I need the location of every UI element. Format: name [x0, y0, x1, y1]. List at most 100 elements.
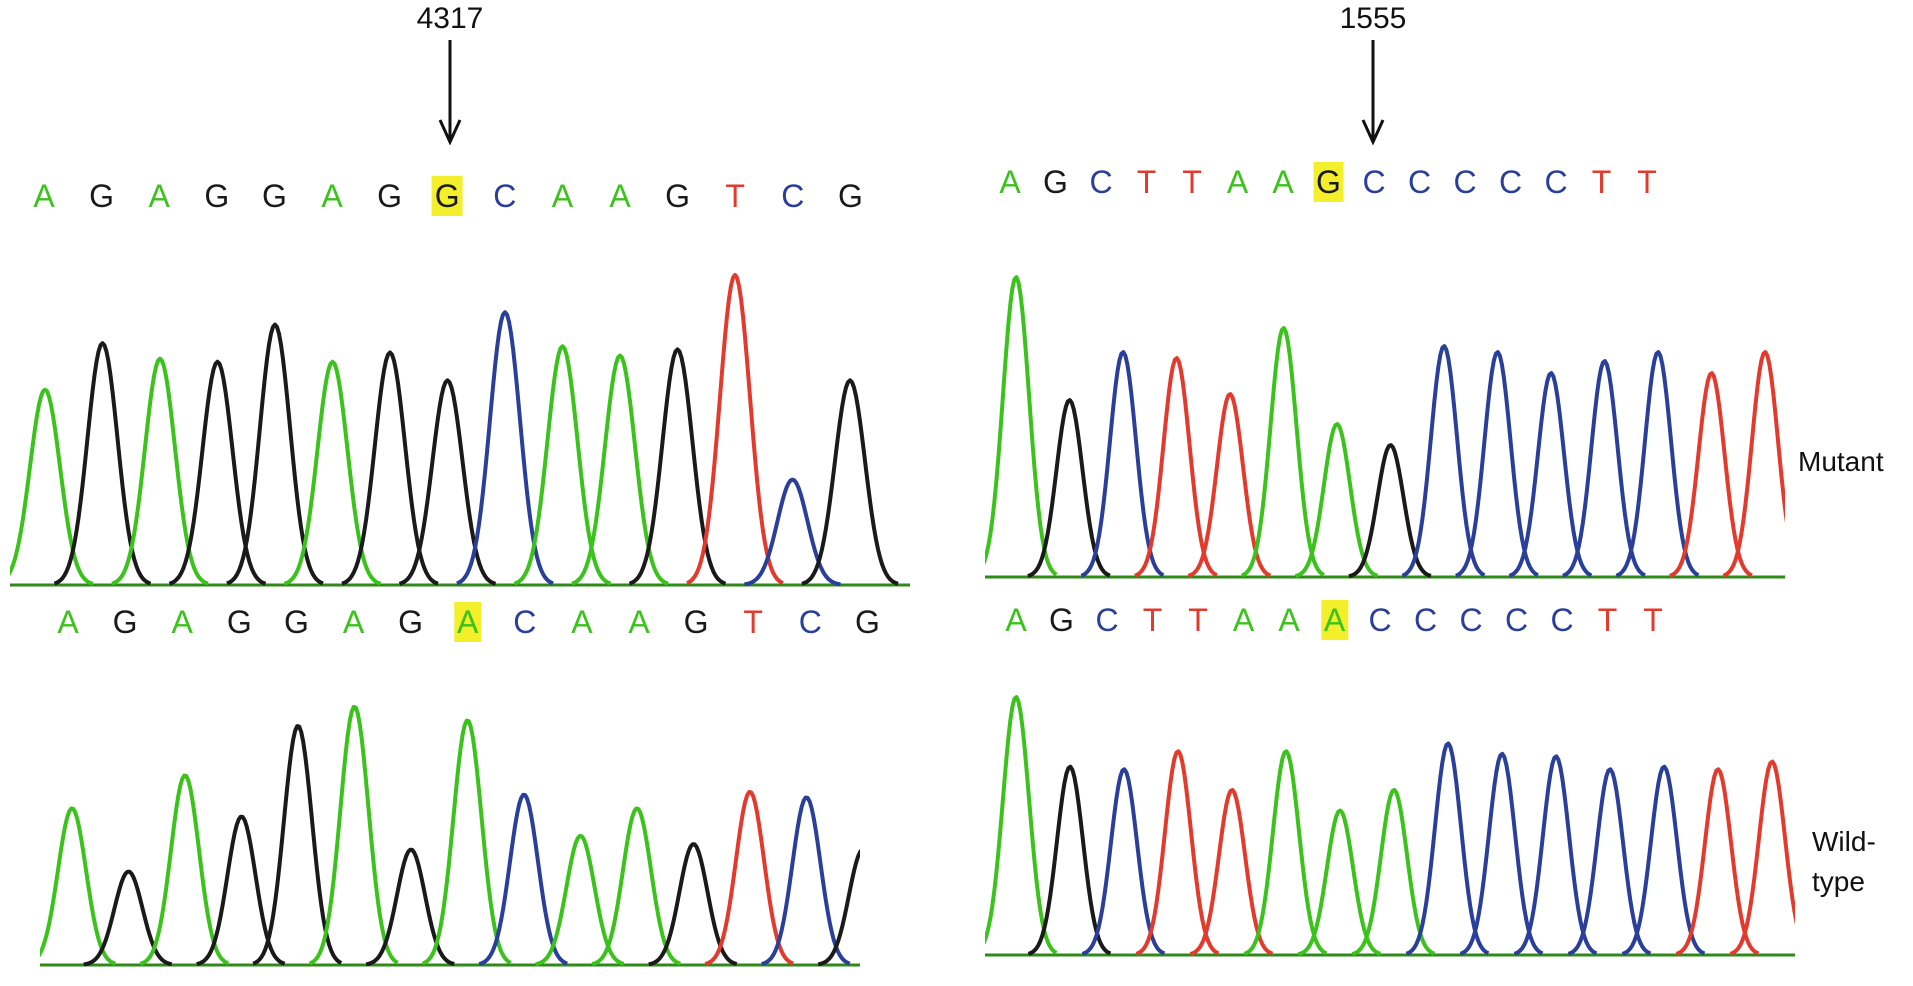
base-call-A: A	[571, 604, 593, 640]
base-call-A: A	[1232, 602, 1255, 638]
peak-A	[421, 718, 512, 966]
peak-A	[985, 695, 1058, 955]
mutant-chromatogram-left	[10, 273, 910, 587]
base-call-G: G	[89, 178, 115, 214]
base-call-C: C	[1368, 602, 1392, 638]
peak-A	[513, 344, 612, 586]
base-call-C: C	[513, 604, 537, 640]
base-call-A: A	[1272, 164, 1294, 200]
base-call-A: A	[1226, 164, 1249, 200]
peak-G	[83, 869, 173, 967]
base-call-C: C	[1362, 164, 1386, 200]
wildtype-label-line2: type	[1812, 866, 1865, 897]
base-call-C: C	[798, 604, 822, 640]
base-call-C: C	[1413, 602, 1438, 638]
peak-C	[456, 310, 554, 586]
peak-G	[53, 341, 152, 586]
base-call-G: G	[377, 178, 403, 214]
base-call-G: G	[431, 176, 463, 216]
peak-G	[226, 322, 324, 586]
arrow-down-icon	[1361, 40, 1385, 145]
peak-G	[341, 350, 439, 586]
base-call-T: T	[1643, 602, 1663, 638]
wildtype-chromatogram-left	[40, 704, 860, 967]
base-call-G: G	[226, 604, 252, 640]
base-call-A: A	[1005, 602, 1027, 638]
base-call-C: C	[1453, 164, 1477, 200]
base-call-G: G	[854, 604, 880, 640]
peak-T	[1722, 350, 1785, 578]
base-call-G: G	[1313, 162, 1344, 202]
base-call-G: G	[283, 604, 309, 640]
base-call-G: G	[837, 178, 863, 214]
base-call-A: A	[57, 604, 79, 640]
wildtype-label-line1: Wild-	[1812, 826, 1876, 857]
base-call-C: C	[1504, 602, 1529, 638]
peak-G	[817, 849, 860, 967]
base-call-A: A	[321, 178, 343, 214]
arrow-down-icon	[438, 40, 462, 145]
base-call-T: T	[1136, 164, 1157, 200]
peak-G	[365, 847, 455, 967]
wildtype-chromatogram-right	[985, 695, 1795, 957]
base-call-G: G	[683, 604, 709, 640]
peak-G	[801, 378, 899, 586]
base-call-A: A	[1320, 600, 1349, 640]
base-call-G: G	[204, 178, 230, 214]
base-call-C: C	[1544, 164, 1568, 200]
base-call-T: T	[1637, 164, 1657, 200]
peak-A	[1243, 749, 1328, 956]
base-call-T: T	[725, 178, 745, 214]
peak-G	[648, 842, 738, 967]
base-call-A: A	[628, 604, 650, 640]
base-call-A: A	[33, 178, 55, 214]
peak-A	[308, 704, 399, 966]
base-call-G: G	[1049, 602, 1074, 638]
base-call-C: C	[1095, 602, 1119, 638]
base-call-G: G	[261, 178, 287, 214]
base-call-T: T	[1142, 602, 1163, 638]
position-label-right: 1555	[1339, 2, 1407, 35]
base-call-C: C	[1089, 164, 1113, 200]
base-call-A: A	[148, 178, 170, 214]
peak-A	[283, 359, 382, 586]
peak-G	[398, 378, 497, 586]
peak-A	[10, 387, 94, 586]
peak-G	[1348, 443, 1432, 579]
peak-T	[686, 273, 784, 585]
peak-G	[168, 359, 267, 586]
peak-C	[744, 477, 841, 587]
base-call-C: C	[493, 178, 517, 214]
base-call-T: T	[743, 604, 763, 640]
peak-A	[111, 356, 209, 586]
peak-T	[1729, 759, 1795, 956]
peak-A	[40, 806, 116, 966]
base-call-A: A	[551, 178, 574, 214]
base-call-A: A	[609, 178, 631, 214]
base-call-T: T	[1591, 164, 1612, 200]
base-call-G: G	[665, 178, 691, 214]
base-call-A: A	[454, 602, 482, 642]
base-call-G: G	[112, 604, 138, 640]
base-call-C: C	[1550, 602, 1574, 638]
base-call-G: G	[1043, 164, 1068, 200]
base-call-C: C	[1407, 164, 1432, 200]
peak-A	[985, 275, 1058, 577]
peak-C	[761, 795, 851, 966]
mutant-label: Mutant	[1798, 446, 1884, 477]
base-call-A: A	[1278, 602, 1300, 638]
base-call-T: T	[1188, 602, 1208, 638]
base-call-C: C	[781, 178, 805, 214]
base-call-A: A	[999, 164, 1021, 200]
base-call-C: C	[1498, 164, 1523, 200]
base-call-A: A	[342, 604, 365, 640]
peak-A	[1241, 326, 1325, 578]
base-call-T: T	[1597, 602, 1618, 638]
peak-A	[571, 353, 669, 586]
peak-G	[628, 347, 727, 586]
base-call-A: A	[171, 604, 193, 640]
